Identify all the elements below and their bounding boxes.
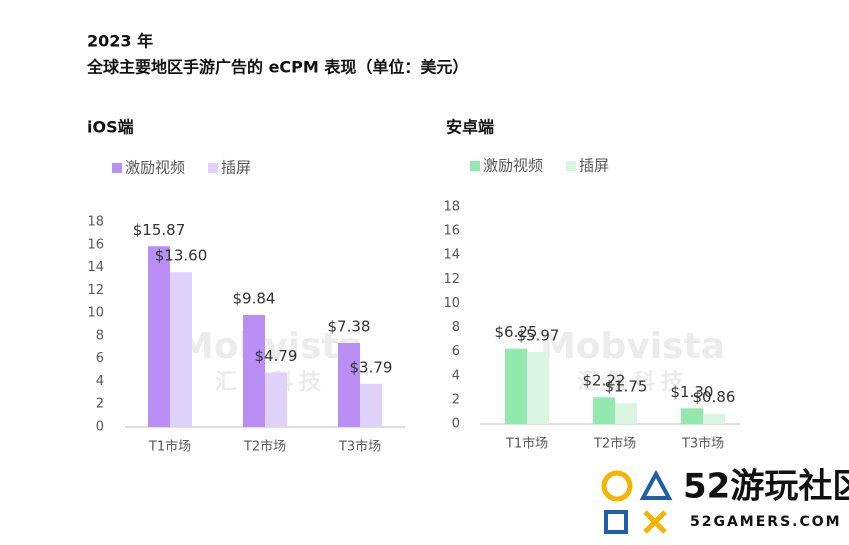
chart-title: iOS端 [87, 118, 134, 137]
legend-swatch [566, 161, 577, 171]
legend-swatch [112, 163, 122, 173]
legend-swatch [470, 161, 480, 171]
x-tick-label: T2市场 [593, 436, 636, 452]
bar [243, 314, 265, 427]
value-label: $6.25 [495, 323, 538, 341]
value-label: $2.22 [583, 372, 626, 390]
y-tick-label: 18 [87, 215, 104, 230]
bar [615, 402, 637, 424]
legend-label: 激励视频 [483, 157, 543, 175]
watermark: 汇量科技 [577, 370, 689, 395]
watermark: 52游玩社区 [683, 467, 849, 507]
watermark: Mobvista [178, 326, 363, 367]
y-tick-label: 6 [452, 344, 460, 359]
y-tick-label: 16 [443, 224, 460, 239]
y-tick-label: 8 [452, 320, 460, 335]
value-label: $7.38 [328, 317, 371, 335]
bar [338, 342, 360, 427]
y-tick-label: 4 [452, 368, 460, 383]
y-tick-label: 10 [443, 296, 460, 311]
x-tick-label: T3市场 [681, 436, 724, 452]
value-label: $3.79 [350, 358, 393, 376]
page-subtitle: 全球主要地区手游广告的 eCPM 表现（单位：美元） [86, 58, 468, 77]
value-label: $15.87 [133, 221, 186, 239]
legend-label: 插屏 [579, 157, 609, 175]
bar [148, 246, 170, 427]
y-tick-label: 14 [443, 248, 460, 263]
x-tick-label: T1市场 [505, 436, 548, 452]
value-label: $9.84 [233, 289, 276, 307]
bar [170, 272, 192, 427]
x-tick-label: T2市场 [243, 439, 286, 455]
y-tick-label: 14 [87, 260, 104, 275]
y-tick-label: 4 [96, 374, 104, 389]
value-label: $0.86 [693, 388, 736, 406]
y-tick-label: 6 [96, 351, 104, 366]
bar [681, 408, 703, 424]
value-label: $13.60 [155, 247, 208, 265]
value-label: $1.30 [671, 383, 714, 401]
y-tick-label: 12 [87, 283, 104, 298]
y-tick-label: 10 [87, 306, 104, 321]
y-tick-label: 16 [87, 237, 104, 252]
y-tick-label: 0 [96, 420, 104, 435]
bar [360, 383, 382, 427]
y-tick-label: 2 [96, 397, 104, 412]
bar [527, 352, 549, 424]
legend-label: 激励视频 [125, 159, 185, 177]
bar [505, 348, 527, 424]
value-label: $5.97 [517, 327, 560, 345]
legend-swatch [208, 163, 219, 173]
legend-label: 插屏 [221, 159, 251, 177]
y-tick-label: 0 [452, 417, 460, 432]
chart-title: 安卓端 [446, 118, 494, 137]
y-tick-label: 18 [443, 200, 460, 215]
y-tick-label: 2 [452, 392, 460, 407]
value-label: $1.75 [605, 377, 648, 395]
logo [601, 469, 673, 534]
x-tick-label: T1市场 [148, 439, 191, 455]
watermark: Mobvista [540, 326, 725, 367]
y-tick-label: 12 [443, 272, 460, 287]
value-label: $4.79 [255, 347, 298, 365]
page-title: 2023 年 [87, 32, 153, 51]
y-tick-label: 8 [96, 328, 104, 343]
bar [703, 413, 725, 424]
watermark: 52GAMERS.COM [690, 514, 842, 530]
x-tick-label: T3市场 [338, 439, 381, 455]
bar [265, 372, 287, 427]
bar [593, 397, 615, 424]
